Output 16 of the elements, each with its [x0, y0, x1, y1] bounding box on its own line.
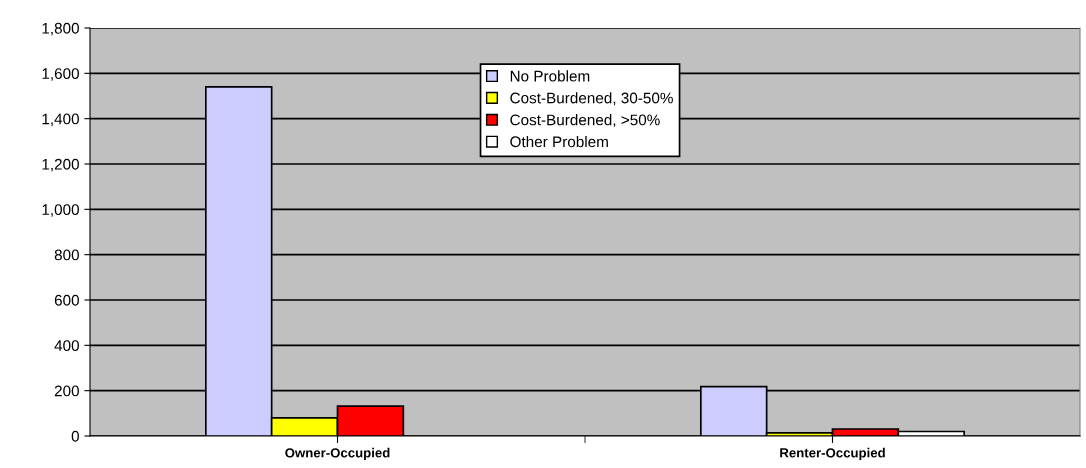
y-tick-label: 400: [54, 340, 79, 352]
y-tick-label: 0: [71, 430, 79, 442]
y-tick-label: 1,600: [42, 68, 79, 81]
x-tick-label: Owner-Occupied: [285, 447, 390, 461]
y-tick-label: 600: [54, 294, 79, 306]
y-tick-label: 1,400: [42, 113, 79, 127]
legend-label: No Problem: [510, 70, 590, 82]
legend-label: Cost-Burdened, >50%: [510, 114, 660, 128]
y-tick-label: 1,200: [42, 158, 79, 172]
y-tick-label: 1,800: [42, 22, 79, 36]
y-tick-label: 200: [54, 385, 79, 397]
x-tick-label: Renter-Occupied: [780, 447, 885, 461]
y-tick-label: 1,000: [42, 204, 79, 217]
legend-label: Other Problem: [510, 135, 608, 148]
legend-label: Cost-Burdened, 30-50%: [510, 92, 673, 106]
y-tick-label: 800: [54, 249, 79, 261]
